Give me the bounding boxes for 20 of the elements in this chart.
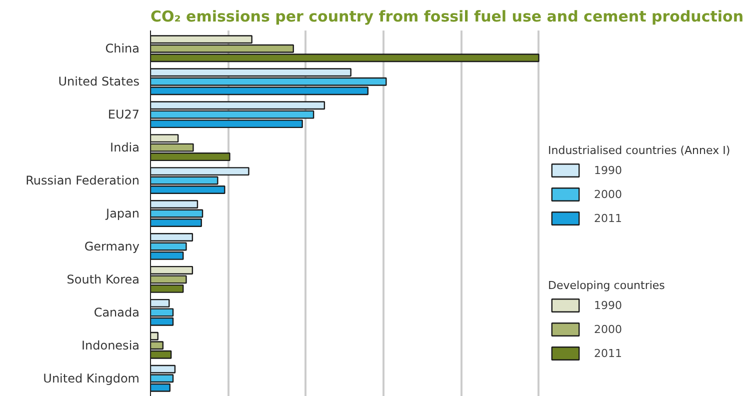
y-tick-label: Germany bbox=[84, 239, 140, 254]
text: Developing countries bbox=[548, 279, 665, 292]
y-tick-label: China bbox=[105, 42, 140, 56]
chart-title: CO₂ emissions per country from fossil fuel use and cement production bbox=[150, 8, 744, 26]
y-tick-label: Russian Federation bbox=[26, 174, 140, 188]
legend-label: 2011 bbox=[594, 212, 622, 224]
legend-label: 1990 bbox=[594, 298, 622, 312]
text: Industrialised countries (Annex I) bbox=[548, 144, 730, 157]
legend-label: 2000 bbox=[594, 188, 622, 200]
y-tick-label: South Korea bbox=[66, 272, 140, 286]
legend-label: 2011 bbox=[594, 346, 622, 360]
y-tick-label: Japan bbox=[105, 206, 140, 220]
legend-label: 1990 bbox=[594, 164, 622, 176]
y-tick-label: EU27 bbox=[108, 108, 140, 122]
y-tick-label: United Kingdom bbox=[43, 371, 140, 386]
y-tick-label: India bbox=[110, 140, 140, 155]
legend-label: 2000 bbox=[594, 322, 622, 336]
y-tick-label: United States bbox=[58, 74, 140, 89]
y-tick-label: Indonesia bbox=[81, 338, 140, 352]
y-tick-label: Canada bbox=[94, 305, 140, 320]
